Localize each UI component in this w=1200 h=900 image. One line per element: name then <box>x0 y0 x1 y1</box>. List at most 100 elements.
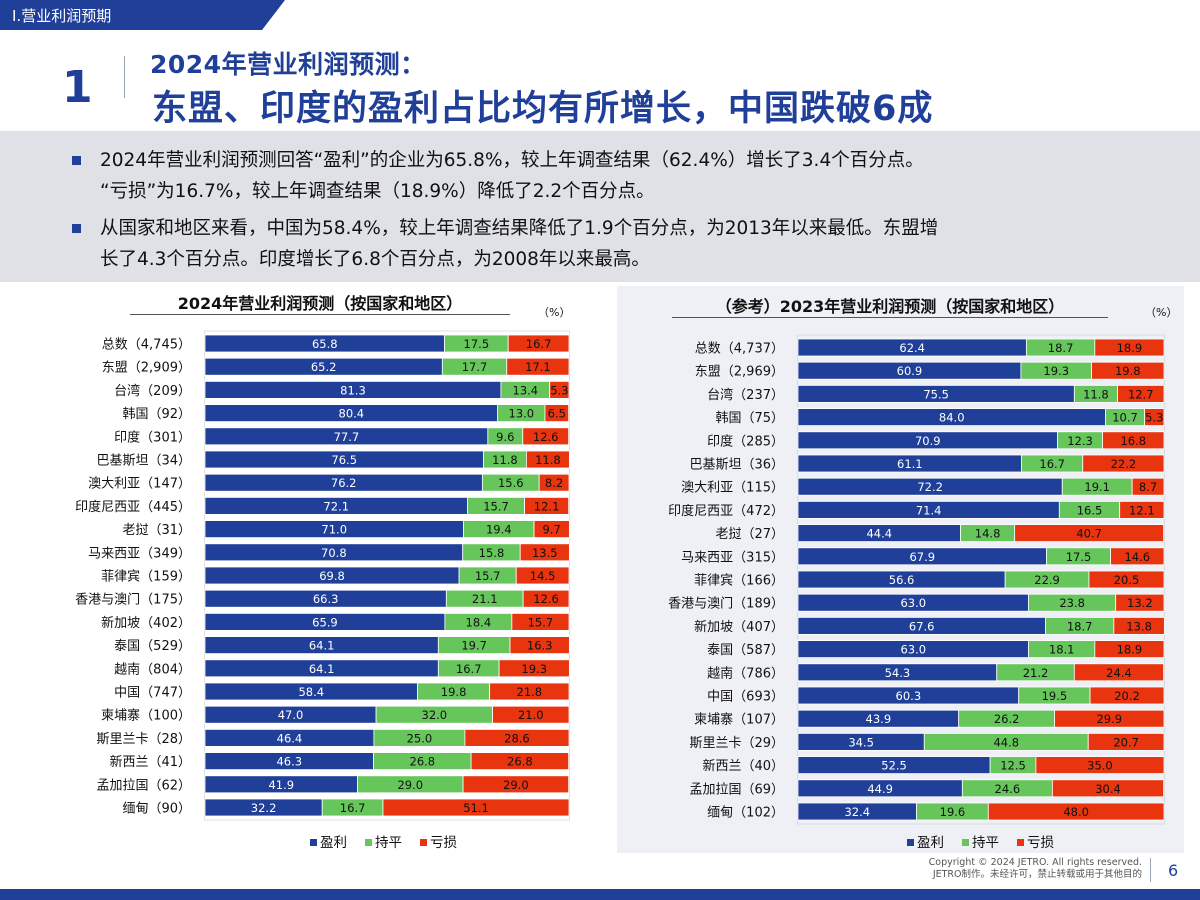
data-label: 70.9 <box>915 434 941 448</box>
category-label: 澳大利亚（115） <box>681 480 784 496</box>
category-label: 印度（285） <box>707 433 784 449</box>
data-label: 15.7 <box>483 499 509 513</box>
data-label: 19.1 <box>1084 480 1110 494</box>
data-label: 19.5 <box>1042 689 1068 703</box>
bar-亏损 <box>1119 500 1165 519</box>
data-label: 80.4 <box>339 407 365 421</box>
footer-copyright: Copyright © 2024 JETRO. All rights reser… <box>929 857 1142 881</box>
bar-亏损 <box>1088 570 1165 589</box>
category-label: 缅甸（102） <box>707 806 784 821</box>
data-label: 15.8 <box>479 546 505 560</box>
data-label: 71.4 <box>916 503 942 517</box>
bar-亏损 <box>1117 385 1165 403</box>
data-label: 18.7 <box>1067 619 1093 633</box>
bar-亏损 <box>549 381 570 399</box>
data-label: 15.7 <box>475 569 501 583</box>
data-label: 70.8 <box>321 546 347 560</box>
bar-亏损 <box>1054 709 1165 728</box>
data-label: 67.9 <box>909 550 935 564</box>
legend-swatch <box>310 839 317 846</box>
data-label: 18.9 <box>1117 341 1143 355</box>
data-label: 13.2 <box>1127 596 1153 610</box>
data-label: 16.7 <box>1039 457 1065 471</box>
legend-label: 持平 <box>375 835 402 851</box>
bar-亏损 <box>538 473 570 492</box>
category-label: 柬埔寨（107） <box>694 712 784 728</box>
data-label: 44.8 <box>993 735 1019 749</box>
data-label: 12.6 <box>533 430 559 444</box>
data-label: 67.6 <box>909 619 935 633</box>
data-label: 12.7 <box>1128 387 1154 401</box>
data-label: 12.5 <box>1000 759 1026 773</box>
legend-swatch <box>420 839 427 846</box>
data-label: 21.1 <box>472 592 498 606</box>
bar-亏损 <box>1094 640 1165 659</box>
data-label: 10.7 <box>1112 411 1138 425</box>
bar-亏损 <box>1115 593 1165 612</box>
data-label: 20.7 <box>1113 735 1139 749</box>
data-label: 18.9 <box>1117 643 1143 657</box>
data-label: 19.8 <box>1115 364 1141 378</box>
data-label: 11.8 <box>492 453 518 467</box>
data-label: 13.4 <box>513 383 539 397</box>
data-label: 44.9 <box>867 782 893 796</box>
data-label: 21.8 <box>517 685 543 699</box>
chart-1-title-underline <box>130 314 510 315</box>
data-label: 24.4 <box>1106 666 1132 680</box>
data-label: 34.5 <box>848 735 874 749</box>
bar-亏损 <box>1113 616 1165 635</box>
bar-亏损 <box>1089 686 1165 705</box>
data-label: 60.9 <box>897 364 923 378</box>
page-title: 东盟、印度的盈利占比均有所增长，中国跌破6成 <box>152 89 934 129</box>
data-label: 12.1 <box>534 499 560 513</box>
category-label: 中国（693） <box>707 690 784 705</box>
data-label: 12.6 <box>533 592 559 606</box>
bar-亏损 <box>462 775 570 794</box>
chart-1-title: 2024年营业利润预测（按国家和地区） <box>177 294 463 313</box>
data-label: 16.7 <box>526 337 552 351</box>
legend-label: 盈利 <box>917 835 944 851</box>
bar-亏损 <box>987 802 1165 821</box>
section-tab-label: I.营业利润预期 <box>12 7 112 25</box>
data-label: 19.7 <box>461 639 487 653</box>
bar-亏损 <box>507 334 570 353</box>
category-label: 新加坡（402） <box>101 615 191 631</box>
data-label: 40.7 <box>1076 527 1102 541</box>
data-label: 64.1 <box>309 639 335 653</box>
category-label: 韩国（75） <box>715 411 784 426</box>
data-label: 64.1 <box>309 662 335 676</box>
category-label: 孟加拉国（62） <box>96 778 191 793</box>
data-label: 19.3 <box>1043 364 1069 378</box>
category-label: 新加坡（407） <box>694 619 784 635</box>
data-label: 30.4 <box>1095 782 1121 796</box>
bar-亏损 <box>522 427 570 446</box>
chart-2-title: （参考）2023年营业利润预测（按国家和地区） <box>715 297 1065 316</box>
legend-swatch <box>1017 839 1024 846</box>
chart-2-title-underline <box>672 317 1108 318</box>
category-label: 老挝（31） <box>122 523 191 538</box>
copyright-text: Copyright © 2024 JETRO. All rights reser… <box>928 857 1142 868</box>
data-label: 29.9 <box>1096 712 1122 726</box>
chart-2-unit: （%） <box>1145 306 1178 319</box>
summary-box: 2024年营业利润预测回答“盈利”的企业为65.8%，较上年调查结果（62.4%… <box>0 131 1200 282</box>
data-label: 29.0 <box>503 778 529 792</box>
data-label: 29.0 <box>397 778 423 792</box>
data-label: 72.1 <box>323 499 349 513</box>
data-label: 19.4 <box>486 523 512 537</box>
data-label: 21.0 <box>518 708 544 722</box>
category-label: 马来西亚（315） <box>681 550 784 565</box>
category-label: 斯里兰卡（28） <box>96 732 191 747</box>
data-label: 46.4 <box>277 731 303 745</box>
data-label: 32.4 <box>844 805 870 819</box>
plot-frame <box>204 330 570 821</box>
data-label: 26.8 <box>507 755 533 769</box>
bar-亏损 <box>489 682 570 701</box>
bar-亏损 <box>522 589 570 608</box>
category-label: 巴基斯坦（34） <box>96 454 191 469</box>
data-label: 17.5 <box>1066 550 1092 564</box>
data-label: 56.6 <box>889 573 915 587</box>
bar-亏损 <box>515 566 570 585</box>
bar-亏损 <box>544 404 570 422</box>
bar-亏损 <box>519 543 570 562</box>
data-label: 60.3 <box>896 689 922 703</box>
